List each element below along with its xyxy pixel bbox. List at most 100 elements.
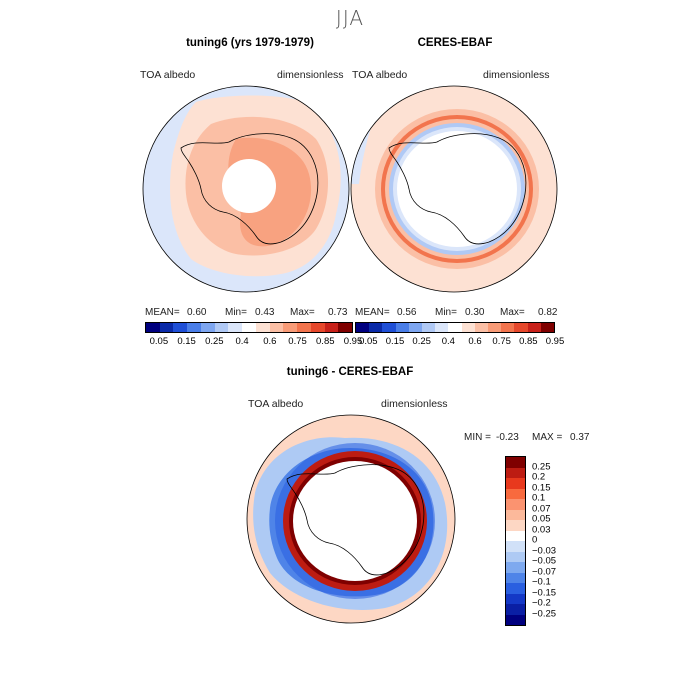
panel1-colorbar-swatch-4 [200,323,215,332]
panel2-colorbar-swatch-2 [382,323,396,332]
panel1-colorbar-tick-label: 0.75 [288,336,307,347]
panel1-stats: MEAN= 0.60 Min= 0.43 Max= 0.73 [145,307,355,319]
panel1-max-value: 0.73 [328,307,348,318]
panel1-colorbar-tick-label: 0.15 [177,336,196,347]
panel2-colorbar [355,322,555,333]
diff-colorbar-swatch-4 [506,499,525,510]
diff-colorbar-tick-label: 0 [532,534,538,546]
diff-colorbar-tick-label: −0.05 [532,555,557,567]
panel1-colorbar-swatch-11 [297,323,311,332]
diff-colorbar-tick-label: 0.15 [532,482,551,493]
diff-colorbar-swatch-1 [506,467,525,478]
panel1-map-border [142,85,350,293]
panel2-stats: MEAN= 0.56 Min= 0.30 Max= 0.82 [355,307,565,319]
panel2-colorbar-swatch-13 [527,323,541,332]
panel1-field-pole [222,159,276,213]
diff-antarctica-coastline [286,464,425,576]
diff-colorbar-tick-label: −0.15 [532,587,557,598]
panel1-min-value: 0.43 [255,307,275,318]
panel2-colorbar-swatch-10 [488,323,502,332]
panel1-colorbar-tick-label: 0.25 [205,336,224,347]
panel1-colorbar-tick-label: 0.05 [149,336,169,347]
panel2-colorbar-tick-label: 0.6 [468,336,482,347]
diff-colorbar-tick-label: 0.2 [532,471,546,483]
diff-colorbar-swatch-3 [506,488,525,499]
panel1-colorbar-swatch-5 [214,323,229,332]
diff-colorbar-swatch-5 [506,509,525,520]
panel1-colorbar-swatch-6 [228,323,243,332]
panel1-colorbar-tick-label: 0.4 [235,336,249,347]
diff-colorbar-swatch-13 [506,593,525,604]
panel2-min-value: 0.30 [465,307,485,318]
panel2-variable-label: TOA albedo [352,69,408,81]
panel1-mean-label: MEAN= [145,307,180,318]
panel2-antarctica-coastline [388,133,527,245]
panel1-colorbar-swatch-12 [310,323,325,332]
panel2-colorbar-swatch-11 [501,323,515,332]
diff-colorbar-tick-label: 0.03 [532,524,551,535]
panel2-max-value: 0.82 [538,307,558,318]
diff-min-value: -0.23 [496,432,519,443]
diff-colorbar-swatch-10 [506,562,525,573]
diff-map-border [246,414,456,624]
panel1-colorbar-swatch-9 [269,323,284,332]
panel1-antarctica-coastline [180,133,319,245]
diff-colorbar-tick-label: 0.25 [532,461,551,472]
diff-colorbar-swatch-0 [506,457,525,468]
diff-colorbar-tick-label: 0.05 [532,513,551,525]
panel2-units-label: dimensionless [483,69,550,81]
panel1-title: tuning6 (yrs 1979-1979) [186,37,314,49]
panel1-colorbar-swatch-1 [159,323,174,332]
panel2-title: CERES-EBAF [417,37,493,49]
panel1-colorbar-swatch-14 [338,323,353,332]
diff-colorbar-swatch-7 [506,530,525,541]
panel2-colorbar-swatch-7 [448,323,462,332]
panel2-colorbar-swatch-6 [435,323,449,332]
diff-colorbar-swatch-14 [506,604,525,615]
panel1-colorbar-tick-label: 0.6 [263,336,277,347]
panel1-colorbar-swatch-3 [187,323,201,332]
panel2-polar-map [350,85,558,293]
panel2-map-border [350,85,558,293]
panel2-mean-label: MEAN= [355,307,390,318]
diff-colorbar-tick-label: −0.03 [532,545,557,556]
panel1-colorbar-tick-label: 0.85 [316,336,335,347]
diff-max-label: MAX = [532,432,563,443]
diff-colorbar-swatch-15 [506,614,525,625]
panel2-colorbar-tick-label: 0.95 [545,336,565,347]
panel1-colorbar-swatch-10 [283,323,298,332]
panel2-colorbar-swatch-9 [474,323,489,332]
diff-colorbar-tick-label: −0.1 [532,576,551,588]
panel2-colorbar-swatch-5 [422,323,436,332]
diff-colorbar-swatch-12 [506,583,525,594]
diff-colorbar-labels: 0.25 0.2 0.15 0.1 0.07 0.05 0.03 0 −0.03 −0.05 −0.… [532,456,592,626]
diff-colorbar-tick-label: −0.07 [532,566,557,577]
diff-polar-map [246,414,456,624]
diff-colorbar-tick-label: 0.07 [532,503,551,514]
panel2-colorbar-swatch-8 [461,323,475,332]
panel2-min-label: Min= [435,307,457,318]
panel1-mean-value: 0.60 [187,307,207,318]
diff-panel-variable-label: TOA albedo [248,398,304,410]
diff-panel-stats: MIN = -0.23 MAX = 0.37 [464,432,614,444]
diff-colorbar-tick-label: 0.1 [532,492,546,504]
diff-panel-title: tuning6 - CERES-EBAF [286,366,414,378]
panel1-colorbar-tick-label: 0.95 [343,336,363,347]
panel1-variable-label: TOA albedo [140,69,196,81]
panel2-colorbar-swatch-4 [408,323,423,332]
diff-colorbar-swatch-6 [506,520,525,531]
panel2-colorbar-swatch-3 [395,323,409,332]
diff-colorbar-swatch-9 [506,551,525,562]
diff-colorbar-swatch-11 [506,572,525,583]
panel1-colorbar-swatch-2 [173,323,188,332]
diff-panel-units-label: dimensionless [381,398,448,410]
panel2-colorbar-swatch-12 [514,323,528,332]
panel2-colorbar-tick-label: 0.85 [519,336,538,347]
panel1-polar-map [142,85,350,293]
diff-max-value: 0.37 [570,432,590,443]
diff-colorbar-swatch-8 [506,541,525,552]
figure-title: JJA [335,6,365,30]
panel2-colorbar-labels: 0.05 0.15 0.25 0.4 0.6 0.75 0.85 0.95 [355,336,564,348]
panel1-max-label: Max= [290,307,315,318]
panel2-colorbar-tick-label: 0.75 [492,336,511,347]
